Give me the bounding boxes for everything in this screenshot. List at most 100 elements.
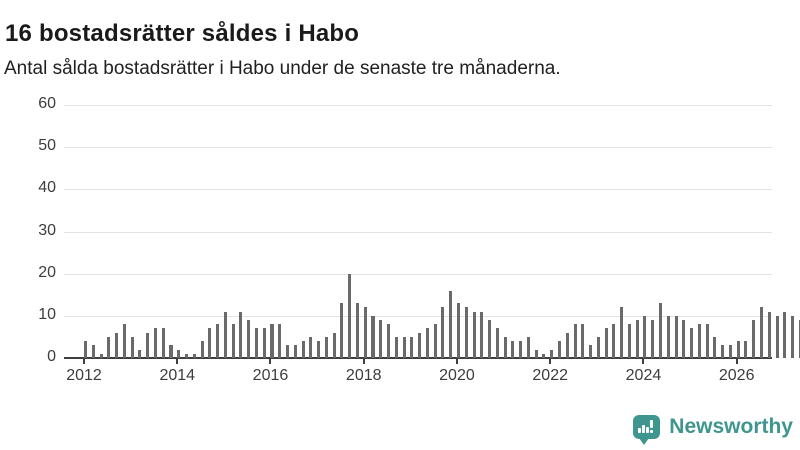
bar — [557, 341, 562, 358]
bar — [767, 311, 771, 358]
y-tick-label: 20 — [38, 263, 56, 281]
x-tick-mark — [642, 358, 645, 364]
bar — [107, 336, 111, 358]
x-tick-label: 2012 — [66, 367, 102, 384]
bar — [550, 349, 554, 358]
bar — [231, 324, 235, 358]
bar — [138, 349, 142, 358]
gridline — [64, 273, 772, 275]
bar — [99, 353, 103, 358]
y-tick-label: 60 — [38, 95, 56, 112]
bar — [410, 336, 414, 358]
bar — [620, 307, 624, 358]
bar — [115, 332, 119, 358]
bar — [84, 341, 88, 358]
bar — [752, 320, 756, 358]
bar — [456, 303, 460, 358]
bar — [270, 324, 274, 358]
bar — [340, 303, 344, 358]
newsworthy-speech-bubble-chart-icon — [633, 415, 661, 445]
x-tick-mark — [455, 358, 458, 364]
bar — [208, 328, 212, 358]
chart-subtitle: Antal sålda bostadsrätter i Habo under d… — [4, 58, 561, 79]
bar — [363, 307, 367, 358]
bar — [783, 311, 787, 358]
bar — [573, 324, 577, 358]
y-tick-label: 0 — [47, 348, 56, 365]
bar — [705, 324, 709, 358]
bar — [542, 353, 546, 358]
bar — [658, 303, 663, 358]
bar — [728, 345, 732, 358]
bar — [348, 273, 352, 358]
bar — [643, 315, 647, 358]
bar — [317, 341, 321, 358]
bar — [690, 328, 694, 358]
bar — [355, 303, 359, 358]
x-tick-label: 2018 — [345, 367, 382, 384]
gridline — [64, 147, 772, 149]
bar — [736, 341, 740, 358]
bar — [161, 328, 165, 358]
bar — [674, 315, 678, 358]
y-tick-label: 10 — [38, 305, 56, 323]
gridline — [64, 189, 772, 191]
bar — [526, 336, 530, 358]
bar — [379, 320, 383, 358]
x-axis-line — [64, 357, 772, 359]
bar — [480, 311, 484, 358]
bar — [635, 320, 639, 358]
x-tick-mark — [549, 358, 552, 364]
bar — [293, 345, 297, 358]
bar — [565, 332, 569, 358]
gridline — [64, 105, 772, 106]
bar — [153, 328, 157, 358]
bar — [627, 324, 631, 358]
x-tick-mark — [176, 358, 179, 364]
y-tick-label: 40 — [38, 179, 56, 197]
x-tick-mark — [735, 358, 738, 364]
bar — [239, 311, 243, 358]
bar — [402, 336, 406, 358]
gridline — [64, 315, 772, 317]
bar — [309, 336, 313, 358]
bar — [612, 324, 616, 358]
bar — [262, 328, 266, 358]
bar — [387, 324, 391, 358]
bar — [324, 336, 328, 358]
bar — [371, 315, 375, 358]
bar — [122, 324, 126, 358]
x-tick-label: 2022 — [532, 367, 568, 384]
bar — [464, 307, 468, 358]
bar — [589, 345, 593, 358]
bar — [433, 324, 437, 358]
bar — [332, 332, 336, 358]
bar — [418, 332, 422, 358]
x-tick-mark — [83, 358, 85, 364]
newsworthy-logo-text: Newsworthy — [669, 415, 793, 438]
bar — [441, 307, 445, 358]
bar — [503, 336, 507, 358]
x-tick-label: 2026 — [718, 367, 755, 384]
gridline — [64, 231, 772, 233]
page-title: 16 bostadsrätter såldes i Habo — [5, 20, 360, 48]
y-tick-label: 50 — [38, 137, 56, 155]
bar — [425, 328, 429, 358]
bar — [744, 341, 748, 358]
bar — [216, 324, 220, 358]
bar — [713, 336, 717, 358]
bar — [511, 341, 515, 358]
x-tick-label: 2016 — [252, 367, 289, 384]
x-tick-mark — [362, 358, 365, 364]
bar — [146, 332, 150, 358]
bar — [697, 324, 701, 358]
x-tick-label: 2024 — [625, 367, 662, 384]
bar — [534, 349, 538, 358]
newsworthy-logo: Newsworthy — [633, 410, 793, 445]
bar — [394, 336, 398, 358]
bar — [775, 315, 779, 358]
bar — [200, 341, 204, 358]
bar — [301, 341, 305, 358]
x-tick-label: 2020 — [439, 367, 475, 384]
